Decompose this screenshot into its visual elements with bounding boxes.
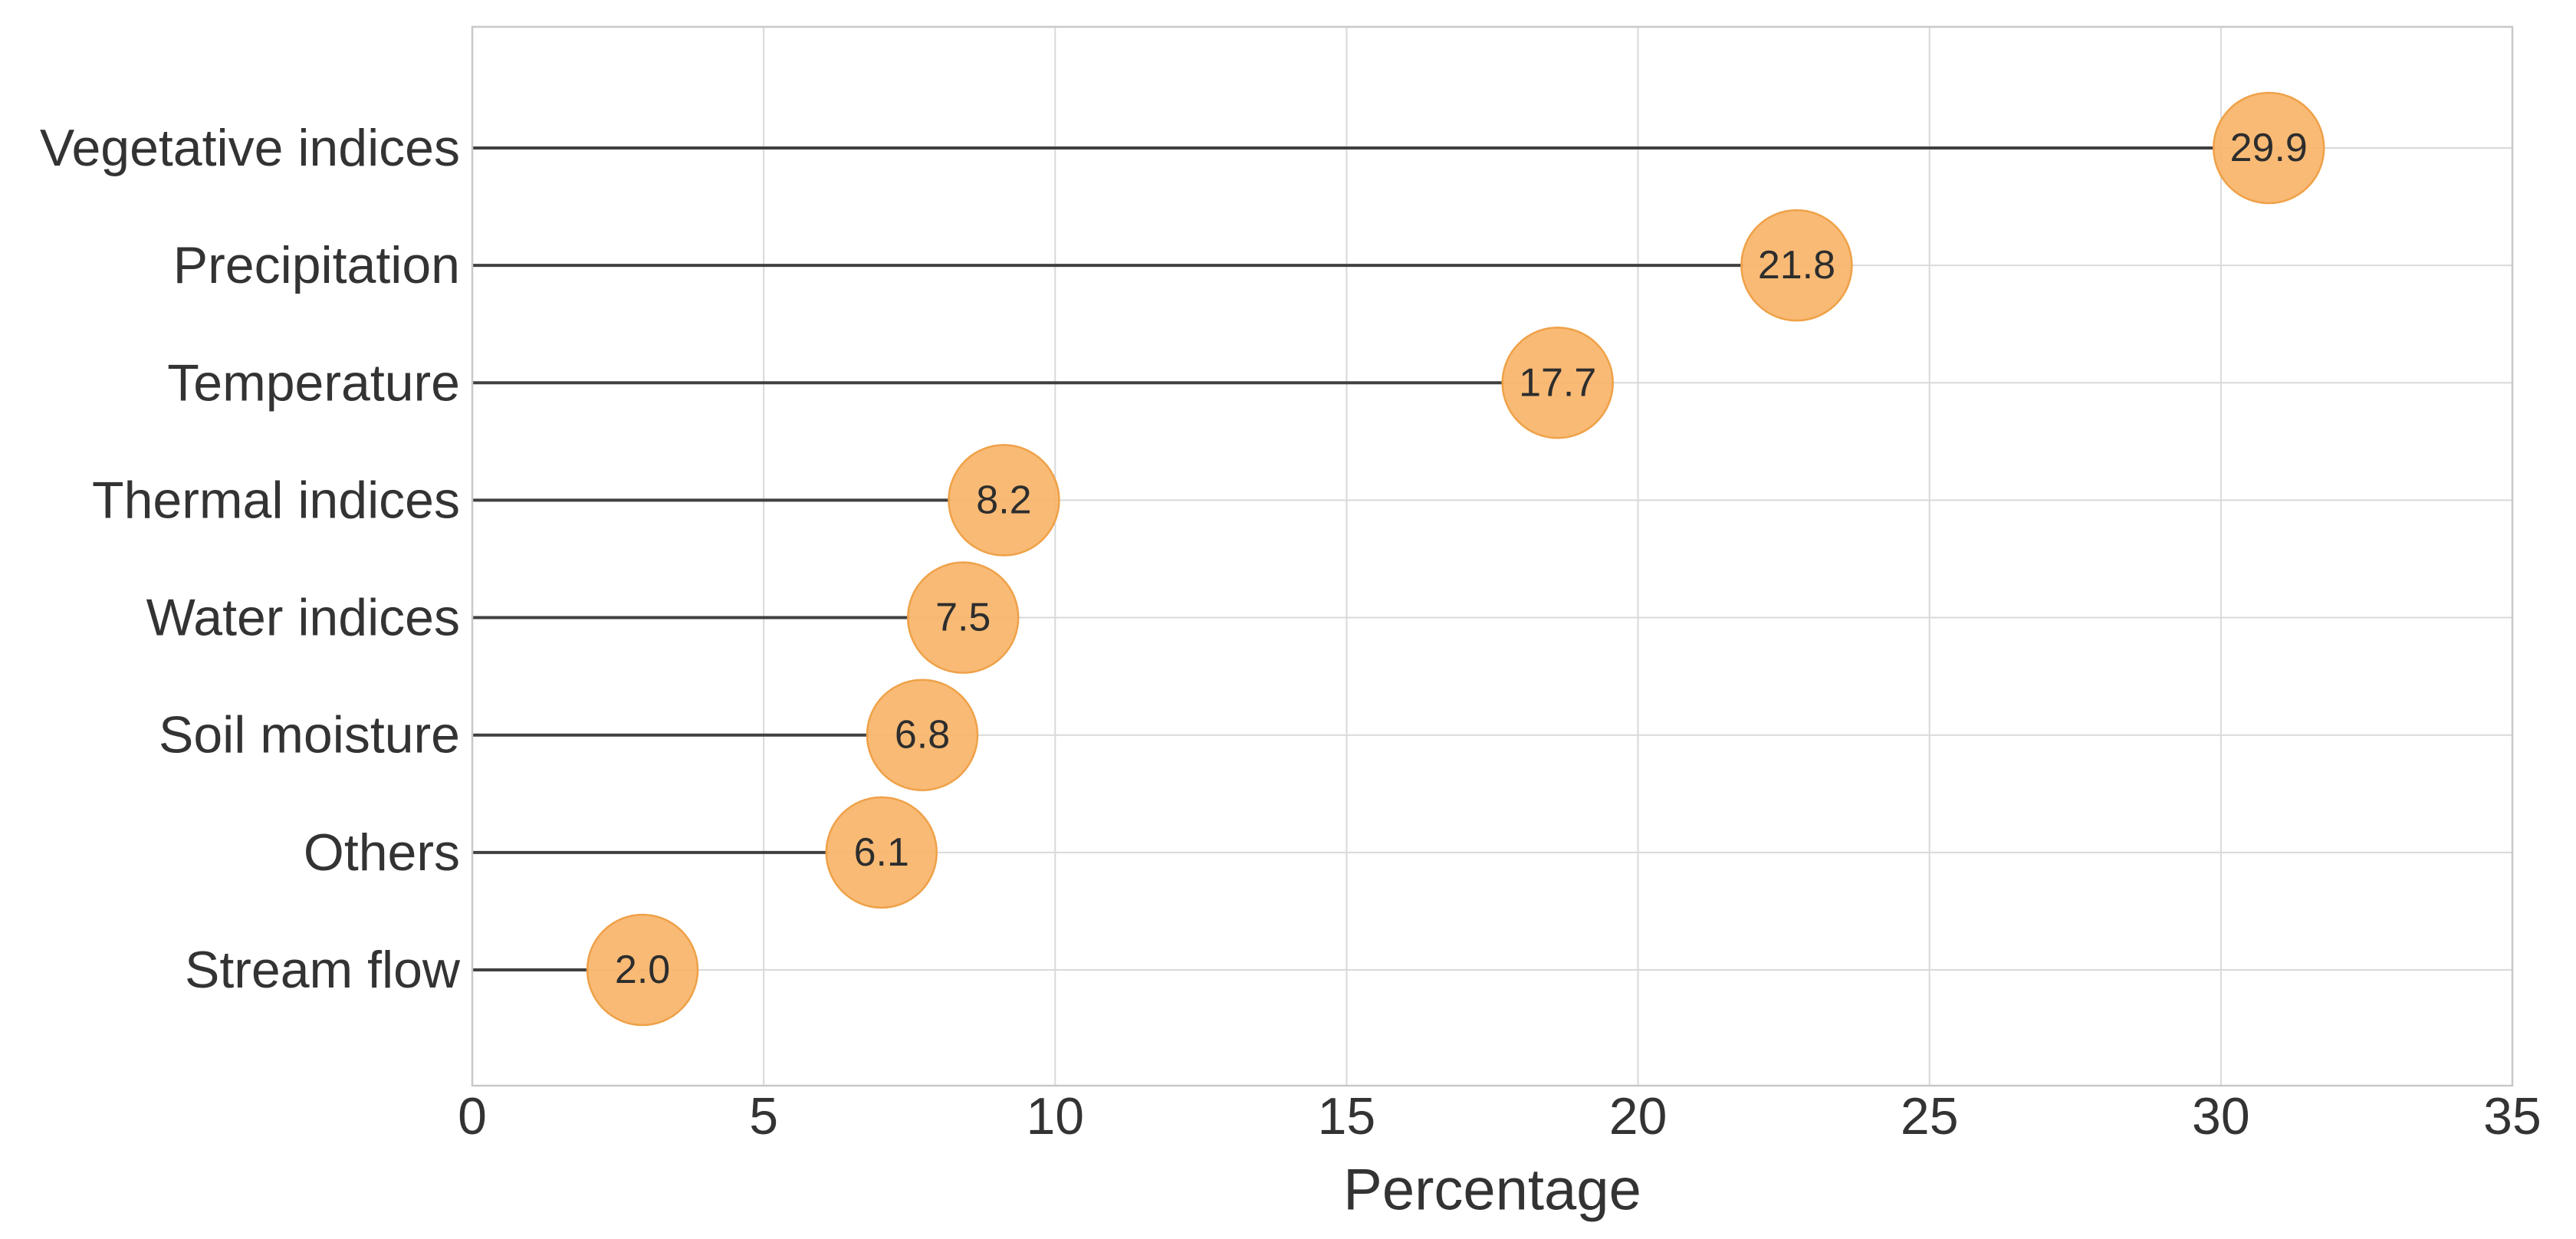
bubble-value-label: 2.0 <box>615 948 670 992</box>
category-label: Water indices <box>146 589 460 647</box>
value-bubble <box>906 561 1020 674</box>
value-bubble <box>2213 91 2325 205</box>
bubble-value-label: 17.7 <box>1519 360 1596 405</box>
value-bubble <box>586 913 699 1027</box>
value-bubble <box>948 444 1060 557</box>
x-tick-label: 20 <box>1609 1087 1668 1145</box>
category-label: Others <box>304 823 460 882</box>
x-tick-label: 35 <box>2483 1087 2542 1145</box>
bubble-value-label: 8.2 <box>976 478 1031 522</box>
x-tick-label: 15 <box>1318 1087 1376 1145</box>
plot-border <box>471 25 2514 1087</box>
x-tick-label: 5 <box>749 1087 778 1145</box>
bubble-value-label: 29.9 <box>2230 126 2308 170</box>
value-bubble <box>825 796 938 909</box>
value-bubble <box>1501 327 1614 439</box>
bubble-value-label: 21.8 <box>1758 243 1835 288</box>
x-tick-label: 10 <box>1026 1087 1084 1145</box>
bubble-value-label: 6.8 <box>895 713 950 758</box>
x-axis-title: Percentage <box>1343 1158 1641 1223</box>
category-label: Vegetative indices <box>40 119 460 177</box>
category-label: Stream flow <box>185 941 461 999</box>
x-tick-label: 0 <box>458 1087 487 1145</box>
x-tick-label: 25 <box>1901 1087 1959 1145</box>
value-bubble <box>1740 209 1853 322</box>
category-label: Temperature <box>167 353 460 412</box>
category-label: Thermal indices <box>92 471 460 529</box>
x-tick-label: 30 <box>2192 1087 2250 1145</box>
category-label: Soil moisture <box>159 706 460 764</box>
bubble-value-label: 7.5 <box>935 596 991 640</box>
value-bubble <box>866 679 979 791</box>
category-label: Precipitation <box>173 236 460 294</box>
bubble-value-label: 6.1 <box>854 830 909 875</box>
